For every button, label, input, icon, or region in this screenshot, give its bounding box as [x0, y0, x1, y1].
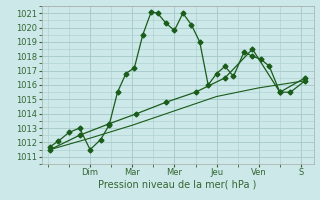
- X-axis label: Pression niveau de la mer( hPa ): Pression niveau de la mer( hPa ): [99, 180, 257, 190]
